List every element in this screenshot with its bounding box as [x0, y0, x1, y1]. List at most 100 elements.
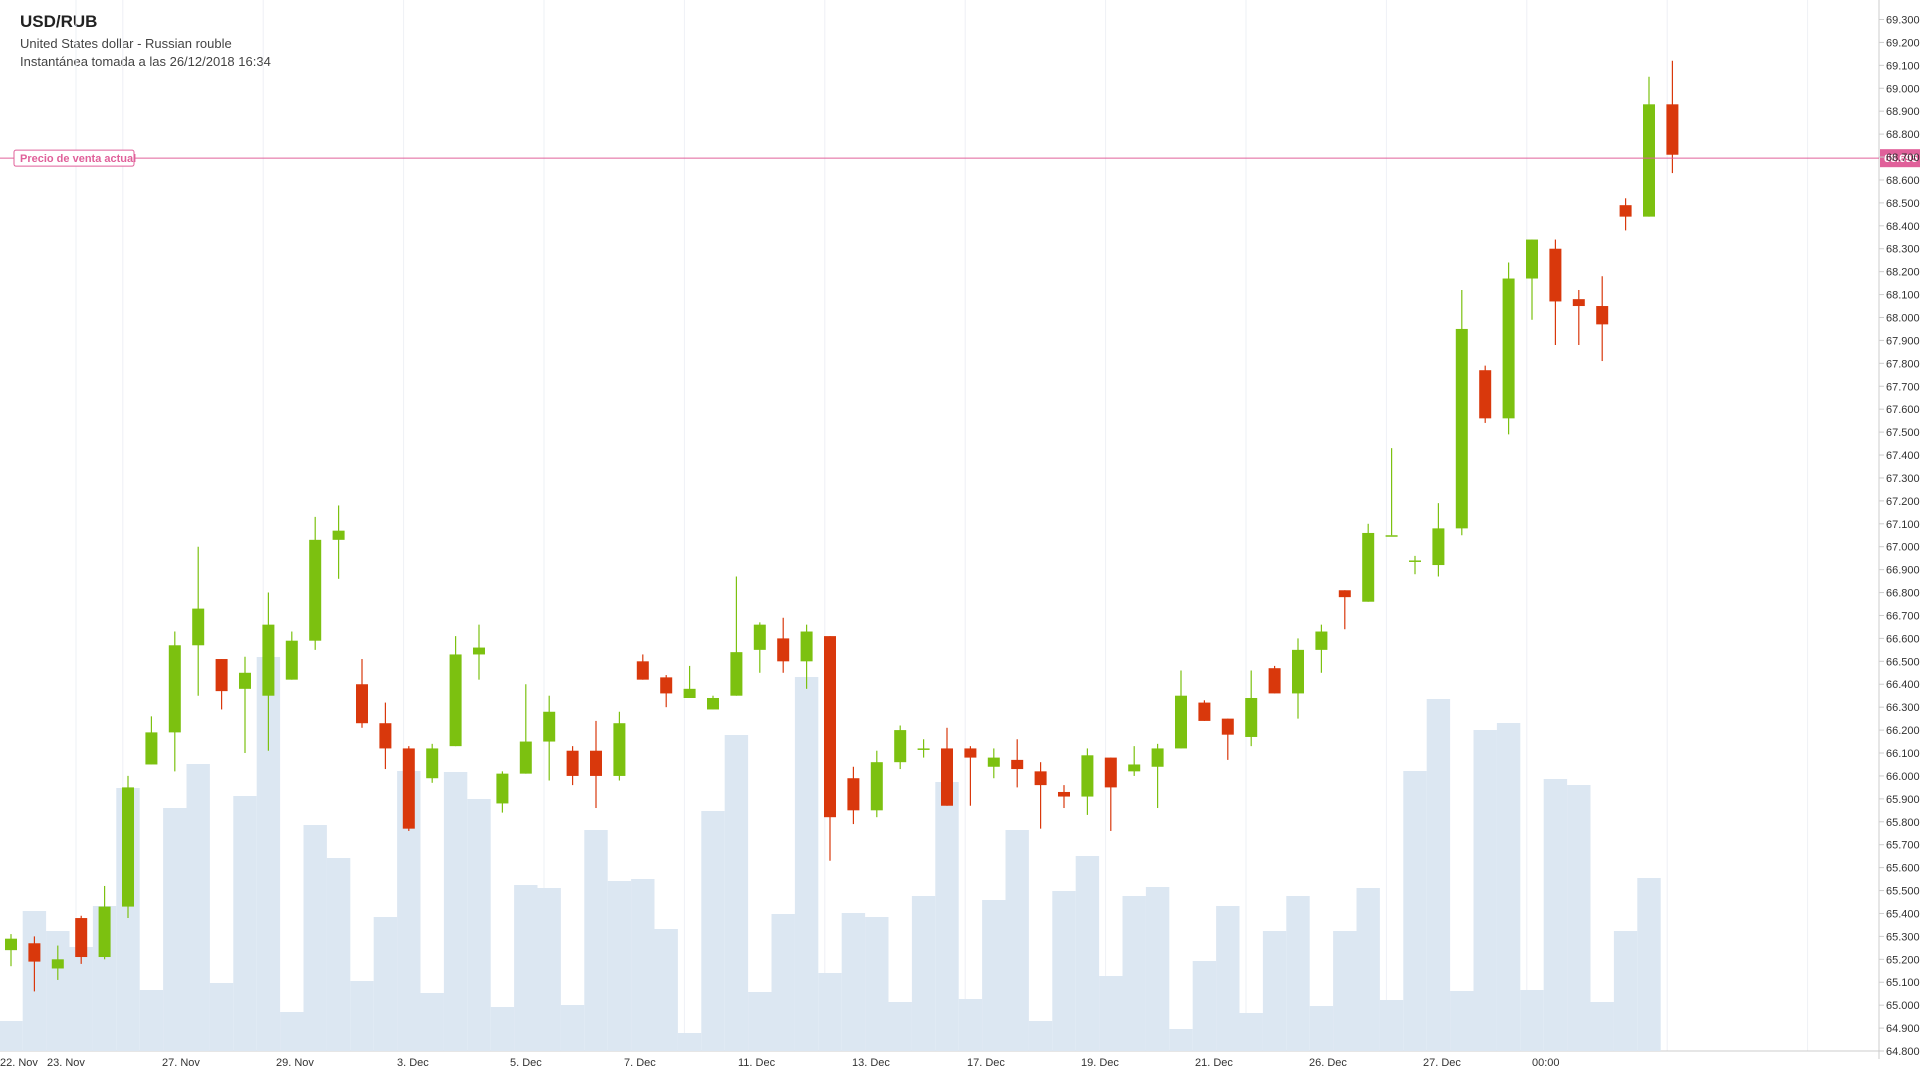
y-tick-label: 65.100 [1886, 977, 1920, 989]
volume-bar [326, 858, 351, 1051]
y-tick-label: 68.600 [1886, 175, 1920, 187]
price-line-label-box [13, 149, 135, 167]
x-tick-label: 7. Dec [624, 1057, 656, 1069]
candle [1151, 743, 1164, 809]
snapshot-timestamp: Instantánea tomada a las 26/12/2018 16:3… [20, 54, 271, 69]
candle-body [1362, 532, 1375, 602]
candle [1666, 60, 1679, 174]
y-tick-label: 65.900 [1886, 794, 1920, 806]
y-tick-label: 68.200 [1886, 267, 1920, 279]
y-tick-label: 68.400 [1886, 221, 1920, 233]
volume-bar [958, 999, 983, 1051]
candle-body [75, 918, 88, 958]
volume-bar [1169, 1029, 1193, 1051]
candle [847, 766, 860, 825]
candle [496, 771, 509, 813]
y-tick-label: 64.800 [1886, 1046, 1920, 1058]
y-tick-label: 67.700 [1886, 381, 1920, 393]
volume-bar [1145, 887, 1170, 1051]
x-tick-label: 00:00 [1532, 1057, 1560, 1069]
volume-bar [631, 879, 655, 1051]
y-tick-label: 68.500 [1886, 198, 1920, 210]
y-tick-label: 67.300 [1886, 473, 1920, 485]
y-tick-label: 67.200 [1886, 496, 1920, 508]
candle-body [519, 741, 532, 774]
y-tick-label: 68.700 [1886, 152, 1920, 164]
volume-bar [701, 811, 725, 1051]
y-tick-label: 65.500 [1886, 886, 1920, 898]
candle-body [1338, 590, 1351, 598]
volume-bar [584, 830, 608, 1051]
candle [239, 656, 251, 754]
candle-body [98, 906, 111, 958]
y-tick-label: 68.000 [1886, 312, 1920, 324]
candle-body [964, 748, 977, 758]
candle [1221, 718, 1234, 760]
y-tick-label: 69.300 [1886, 15, 1920, 27]
candle-body [1409, 560, 1421, 562]
candle-body [777, 638, 790, 662]
x-tick-label: 29. Nov [276, 1057, 314, 1069]
candle [1175, 670, 1187, 749]
x-tick-label: 21. Dec [1195, 1057, 1233, 1069]
candle [917, 739, 930, 758]
candle [1619, 198, 1632, 231]
volume-bar [1262, 931, 1287, 1051]
candle [402, 746, 415, 831]
y-tick-label: 66.900 [1886, 565, 1920, 577]
volume-bar [841, 913, 866, 1051]
candle-body [1502, 278, 1515, 419]
y-tick-label: 66.500 [1886, 656, 1920, 668]
x-tick-label: 27. Dec [1423, 1057, 1461, 1069]
candle [332, 505, 345, 579]
candle [777, 617, 790, 673]
candle [1549, 239, 1562, 345]
y-tick-label: 66.600 [1886, 633, 1920, 645]
candle-body [379, 723, 392, 749]
candle-body [168, 645, 181, 733]
volume-bar [443, 772, 468, 1051]
candle-body [1128, 764, 1141, 772]
candle-body [215, 659, 228, 692]
candle-body [543, 711, 556, 742]
candle [519, 684, 532, 774]
candle-body [847, 778, 860, 811]
candle [964, 746, 977, 806]
volume-bar [139, 990, 164, 1051]
candle [707, 695, 719, 710]
candle [51, 945, 64, 980]
candle [1385, 448, 1398, 537]
y-tick-label: 67.400 [1886, 450, 1920, 462]
candle-body [683, 688, 696, 698]
candle-body [1479, 370, 1492, 419]
volume-bar [794, 677, 819, 1051]
candle-body [941, 748, 953, 806]
volume-bar [256, 657, 281, 1051]
candle-body [1221, 718, 1234, 735]
candle [613, 711, 626, 781]
volume-bar [888, 1002, 912, 1051]
volume-bar [373, 917, 398, 1051]
volume-bar [514, 885, 538, 1051]
x-tick-label: 17. Dec [967, 1057, 1005, 1069]
volume-bar [1333, 931, 1357, 1051]
x-tick-label: 11. Dec [738, 1057, 776, 1069]
candle [1198, 700, 1211, 721]
candle [1128, 746, 1141, 776]
volume-bar [1567, 785, 1591, 1051]
y-tick-label: 69.200 [1886, 37, 1920, 49]
candle [309, 516, 322, 650]
volume-bar [0, 1021, 23, 1051]
y-tick-label: 67.100 [1886, 519, 1920, 531]
candle-body [122, 787, 134, 907]
candle [168, 631, 181, 772]
y-tick-label: 65.400 [1886, 908, 1920, 920]
volume-bar [1075, 856, 1100, 1051]
candle [1245, 670, 1258, 747]
candle [683, 665, 696, 698]
candle-body [1175, 695, 1187, 749]
x-tick-label: 27. Nov [162, 1057, 200, 1069]
y-tick-label: 68.800 [1886, 129, 1920, 141]
candle [1455, 289, 1468, 536]
